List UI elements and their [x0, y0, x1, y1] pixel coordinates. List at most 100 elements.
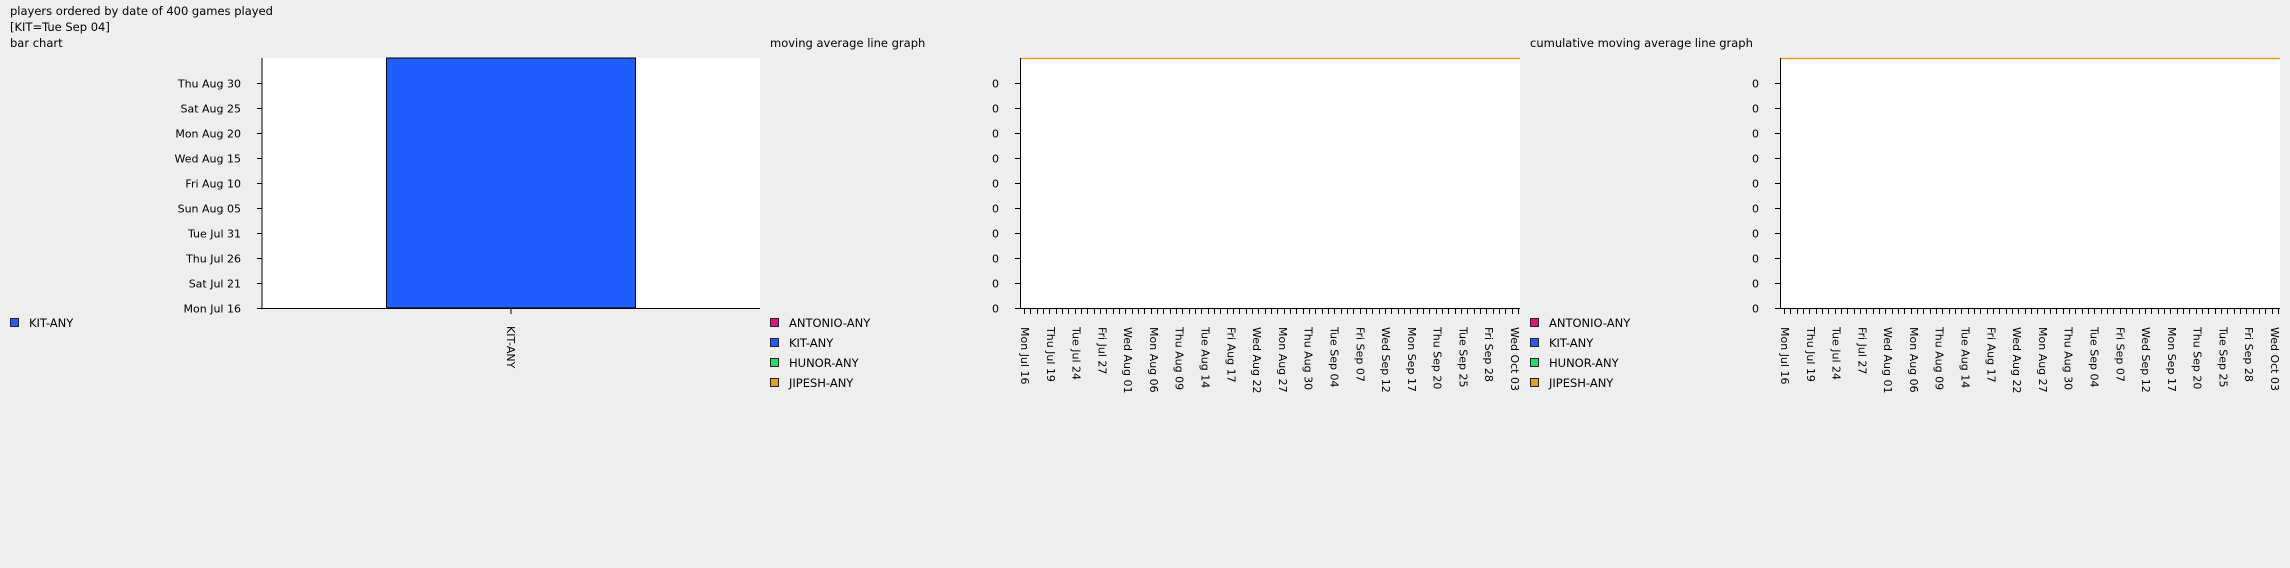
- page-heading: players ordered by date of 400 games pla…: [10, 4, 273, 18]
- x-tick-label: Thu Jul 19: [1804, 326, 1817, 382]
- y-tick-label: 0: [1752, 128, 1759, 141]
- x-tick-label: Tue Sep 25: [2216, 326, 2229, 388]
- y-tick-label: 0: [992, 228, 999, 241]
- cumulative-average-title: cumulative moving average line graph: [1530, 36, 1753, 50]
- x-tick-label: Fri Jul 27: [1095, 327, 1108, 374]
- x-tick-label: Tue Sep 04: [2087, 326, 2100, 388]
- legend-swatch: [1530, 318, 1539, 327]
- y-tick-label: 0: [992, 203, 999, 216]
- x-tick-label: Wed Sep 12: [1379, 327, 1392, 393]
- x-tick-label: Tue Sep 25: [1456, 326, 1469, 388]
- y-tick-label: 0: [1752, 278, 1759, 291]
- x-tick-label: Tue Jul 24: [1830, 326, 1843, 380]
- x-tick-label: Tue Aug 14: [1959, 326, 1972, 388]
- legend-swatch: [770, 358, 779, 367]
- y-tick-label: Sat Jul 21: [189, 278, 241, 291]
- x-tick-label: Wed Aug 01: [1881, 327, 1894, 393]
- y-tick-label: 0: [1752, 178, 1759, 191]
- x-tick-label: Fri Jul 27: [1855, 327, 1868, 374]
- x-tick-label: Thu Sep 20: [2191, 326, 2204, 389]
- bar-chart-title: bar chart: [10, 36, 63, 50]
- legend-label: HUNOR-ANY: [789, 356, 859, 370]
- moving-average-chart: 0 0 0 0 0 0 0 0 0 0 Mon Jul 16 Thu Jul 19 Tue Jul 24…: [992, 57, 1521, 393]
- legend-label: KIT-ANY: [789, 336, 834, 350]
- x-tick-label: Mon Sep 17: [2165, 327, 2178, 392]
- y-tick-label: Sun Aug 05: [178, 203, 241, 216]
- y-tick-label: Thu Aug 30: [177, 78, 241, 91]
- x-tick-label: Tue Jul 24: [1070, 326, 1083, 380]
- y-tick-label: 0: [1752, 228, 1759, 241]
- y-tick-label: 0: [992, 303, 999, 316]
- y-tick-label: 0: [1752, 153, 1759, 166]
- legend-swatch: [770, 338, 779, 347]
- y-tick-label: 0: [992, 103, 999, 116]
- legend-label: HUNOR-ANY: [1549, 356, 1619, 370]
- x-tick-label: Tue Sep 04: [1327, 326, 1340, 388]
- x-tick-label: Wed Oct 03: [1508, 327, 1521, 391]
- y-tick-label: 0: [1752, 253, 1759, 266]
- page-subheading: [KIT=Tue Sep 04]: [10, 20, 110, 34]
- y-tick-label: Fri Aug 10: [185, 178, 241, 191]
- cumulative-moving-average-chart: 0 0 0 0 0 0 0 0 0 0 Mon Jul 16 Thu Jul 19 Tue Jul 24…: [1752, 57, 2281, 393]
- x-tick-label: Wed Aug 01: [1121, 327, 1134, 393]
- legend-label: JIPESH-ANY: [789, 376, 854, 390]
- y-tick-label: 0: [992, 78, 999, 91]
- x-tick-label: Thu Aug 09: [1173, 326, 1186, 390]
- legend-swatch: [10, 318, 19, 327]
- x-tick-label: Fri Sep 28: [2242, 327, 2255, 382]
- bar-chart: Mon Jul 16 Sat Jul 21 Thu Jul 26 Tue Jul 31…: [175, 57, 760, 369]
- x-tick-label: Mon Aug 06: [1147, 327, 1160, 393]
- y-tick-label: 0: [1752, 103, 1759, 116]
- x-tick-label: Wed Sep 12: [2139, 327, 2152, 393]
- legend-label: KIT-ANY: [1549, 336, 1594, 350]
- y-tick-label: 0: [992, 253, 999, 266]
- x-tick-label: Thu Sep 20: [1431, 326, 1444, 389]
- x-tick-label: Mon Aug 27: [2036, 327, 2049, 393]
- legend-swatch: [1530, 378, 1539, 387]
- legend-label: ANTONIO-ANY: [789, 316, 871, 330]
- y-tick-label: 0: [1752, 203, 1759, 216]
- x-tick-label: Mon Jul 16: [1778, 327, 1791, 384]
- x-tick-label: Mon Jul 16: [1018, 327, 1031, 384]
- x-tick-label: Fri Sep 07: [2113, 327, 2126, 382]
- y-tick-label: Mon Jul 16: [184, 303, 241, 316]
- legend-swatch: [1530, 338, 1539, 347]
- y-tick-label: Tue Jul 31: [187, 228, 241, 241]
- x-tick-label: Wed Aug 22: [1250, 327, 1263, 393]
- plot-area: [1020, 58, 1520, 308]
- y-tick-label: 0: [1752, 303, 1759, 316]
- y-tick-label: 0: [992, 278, 999, 291]
- x-tick-label: Wed Aug 22: [2010, 327, 2023, 393]
- legend-label: JIPESH-ANY: [1549, 376, 1614, 390]
- y-tick-label: Wed Aug 15: [175, 153, 241, 166]
- x-tick-label: Fri Aug 17: [1984, 327, 1997, 383]
- x-tick-label: Fri Aug 17: [1224, 327, 1237, 383]
- plot-area: [1780, 58, 2280, 308]
- moving-average-title: moving average line graph: [770, 36, 926, 50]
- x-tick-label: Thu Aug 09: [1933, 326, 1946, 390]
- legend-label: ANTONIO-ANY: [1549, 316, 1631, 330]
- legend-swatch: [770, 378, 779, 387]
- legend-swatch: [1530, 358, 1539, 367]
- legend-label: KIT-ANY: [29, 316, 74, 330]
- y-tick-label: 0: [992, 178, 999, 191]
- x-tick-label: Fri Sep 28: [1482, 327, 1495, 382]
- y-tick-label: 0: [992, 153, 999, 166]
- x-tick-label: Mon Sep 17: [1405, 327, 1418, 392]
- legend-swatch: [770, 318, 779, 327]
- x-tick-label: Fri Sep 07: [1353, 327, 1366, 382]
- x-tick-label: Tue Aug 14: [1199, 326, 1212, 388]
- y-tick-label: 0: [1752, 78, 1759, 91]
- x-tick-label: Mon Aug 27: [1276, 327, 1289, 393]
- x-tick-label: Thu Aug 30: [2062, 326, 2075, 390]
- x-tick-label: KIT-ANY: [504, 326, 517, 369]
- x-tick-label: Wed Oct 03: [2268, 327, 2281, 391]
- x-tick-label: Thu Jul 19: [1044, 326, 1057, 382]
- y-tick-label: 0: [992, 128, 999, 141]
- bar-kit-any: [386, 57, 636, 309]
- y-tick-label: Thu Jul 26: [185, 253, 241, 266]
- x-tick-label: Mon Aug 06: [1907, 327, 1920, 393]
- x-tick-label: Thu Aug 30: [1302, 326, 1315, 390]
- y-tick-label: Mon Aug 20: [175, 128, 241, 141]
